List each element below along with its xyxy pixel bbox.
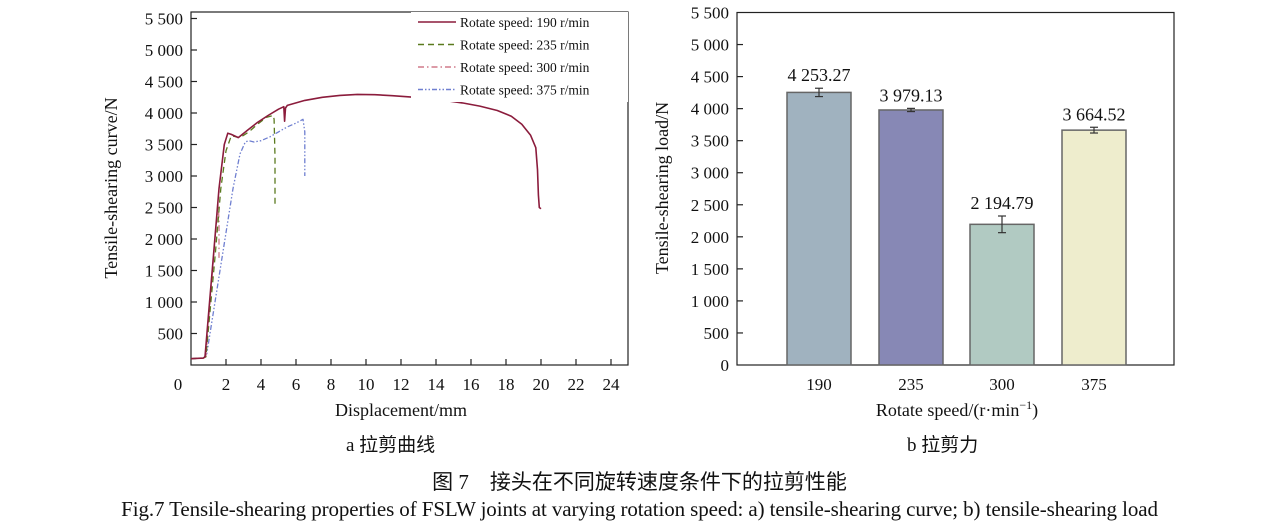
- bar: [878, 109, 944, 366]
- x-tick-label: 4: [257, 375, 266, 394]
- y-tick-label: 4 500: [145, 73, 183, 92]
- x-category-label: 375: [1081, 375, 1107, 394]
- y-tick-label: 2 000: [691, 228, 729, 247]
- y-tick-label: 2 000: [145, 230, 183, 249]
- x-tick-label: 18: [498, 375, 515, 394]
- y-tick-label: 1 000: [691, 292, 729, 311]
- figure-caption-cn: 图 7 接头在不同旋转速度条件下的拉剪性能: [432, 470, 847, 494]
- y-tick-label: 3 500: [145, 136, 183, 155]
- legend-label: Rotate speed: 190 r/min: [460, 15, 590, 30]
- y-axis-title-b: Tensile-shearing load/N: [652, 102, 672, 274]
- x-tick-label: 0: [174, 375, 183, 394]
- x-axis-title-a: Displacement/mm: [335, 400, 467, 420]
- x-axis-ticks-b: 190 235 300 375: [806, 375, 1107, 394]
- y-tick-label: 5 000: [145, 41, 183, 60]
- x-category-label: 300: [989, 375, 1015, 394]
- y-axis-ticks-b: 0 500 1 000 1 500 2 000 2 500 3 000 3 500 4 000 4…: [691, 4, 743, 375]
- x-category-label: 190: [806, 375, 832, 394]
- y-tick-label: 3 000: [145, 167, 183, 186]
- subcaption-a: a 拉剪曲线: [346, 435, 436, 456]
- x-tick-label: 20: [533, 375, 550, 394]
- x-axis-ticks-a: 0 2 4 6 8 10 12 14 16 18 20 22 24: [174, 359, 620, 394]
- y-tick-label: 4 500: [691, 68, 729, 87]
- legend-label: Rotate speed: 235 r/min: [460, 38, 590, 53]
- figure-caption-en: Fig.7 Tensile-shearing properties of FSL…: [121, 497, 1158, 521]
- x-tick-label: 12: [393, 375, 410, 394]
- bar: [969, 223, 1035, 366]
- bars-b: 4 253.27 3 979.13 2 194.79 3 664.52: [786, 65, 1127, 366]
- y-tick-label: 1 500: [145, 262, 183, 281]
- bar-value-label: 2 194.79: [971, 193, 1034, 213]
- y-tick-label: 2 500: [691, 196, 729, 215]
- y-tick-label: 4 000: [145, 104, 183, 123]
- bar-value-label: 4 253.27: [788, 65, 851, 85]
- y-tick-label: 3 000: [691, 164, 729, 183]
- y-tick-label: 2 500: [145, 199, 183, 218]
- x-axis-title-b: Rotate speed/(r·min−1): [876, 398, 1038, 421]
- legend-label: Rotate speed: 375 r/min: [460, 83, 590, 98]
- legend-label: Rotate speed: 300 r/min: [460, 60, 590, 75]
- x-category-label: 235: [898, 375, 924, 394]
- plot-frame-b: [736, 11, 1175, 366]
- y-tick-label: 500: [158, 325, 184, 344]
- x-tick-label: 6: [292, 375, 301, 394]
- y-tick-label: 500: [704, 324, 730, 343]
- y-tick-label: 5 500: [691, 4, 729, 23]
- y-tick-label: 0: [721, 356, 730, 375]
- curve: [190, 93, 542, 360]
- y-axis-title-a: Tensile-shearing curve/N: [101, 97, 121, 278]
- y-tick-label: 5 000: [691, 36, 729, 55]
- line-chart-panel-a: 500 1 000 1 500 2 000 2 500 3 000 3 500 4 000 4 …: [101, 10, 629, 420]
- y-tick-label: 4 000: [691, 100, 729, 119]
- x-tick-label: 2: [222, 375, 231, 394]
- y-tick-label: 1 000: [145, 293, 183, 312]
- bar-value-label: 3 664.52: [1063, 104, 1126, 124]
- y-axis-ticks-a: 500 1 000 1 500 2 000 2 500 3 000 3 500 4 000 4 …: [145, 10, 197, 344]
- subcaption-b: b 拉剪力: [907, 435, 979, 456]
- bar: [1061, 129, 1127, 366]
- x-tick-label: 16: [463, 375, 480, 394]
- curves-a: [190, 93, 542, 360]
- legend-a: Rotate speed: 190 r/min Rotate speed: 235…: [411, 12, 628, 102]
- x-tick-label: 14: [428, 375, 446, 394]
- bar: [786, 91, 852, 366]
- x-tick-label: 10: [358, 375, 375, 394]
- x-tick-label: 22: [568, 375, 585, 394]
- bar-chart-panel-b: 0 500 1 000 1 500 2 000 2 500 3 000 3 500 4 000 4…: [652, 4, 1175, 421]
- x-tick-label: 8: [327, 375, 336, 394]
- y-tick-label: 3 500: [691, 132, 729, 151]
- y-tick-label: 1 500: [691, 260, 729, 279]
- x-tick-label: 24: [603, 375, 621, 394]
- curve: [190, 203, 220, 360]
- curve: [190, 114, 276, 360]
- y-tick-label: 5 500: [145, 10, 183, 29]
- plot-frame-a: [190, 11, 629, 366]
- bar-value-label: 3 979.13: [880, 85, 943, 105]
